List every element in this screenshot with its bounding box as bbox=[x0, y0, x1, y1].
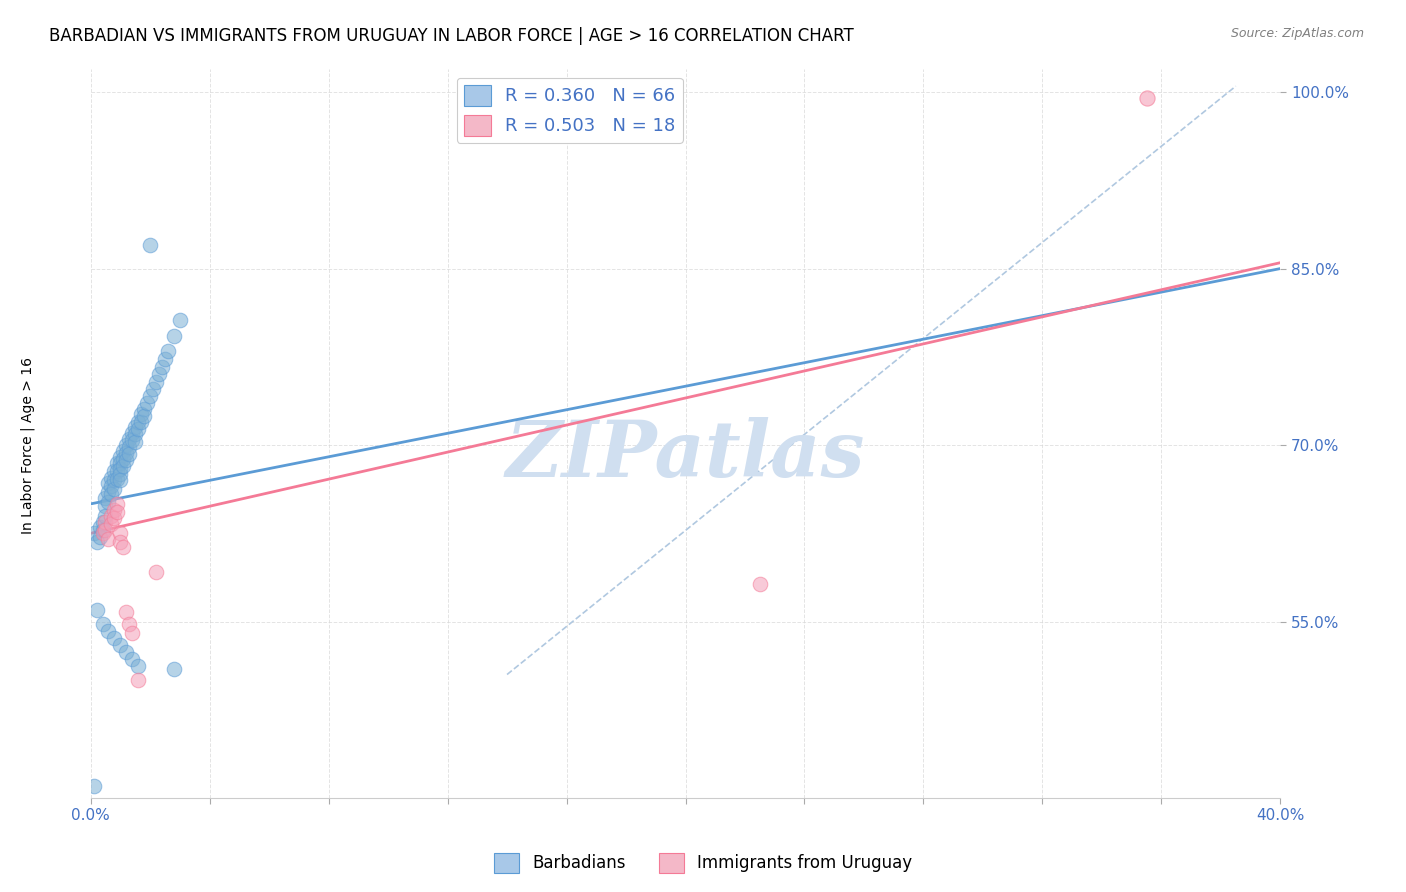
Point bbox=[112, 452, 135, 467]
Point bbox=[163, 662, 186, 676]
Point bbox=[112, 459, 135, 474]
Point bbox=[100, 516, 122, 531]
Point bbox=[105, 464, 128, 478]
Point bbox=[112, 444, 135, 458]
Point bbox=[103, 474, 125, 488]
Point bbox=[115, 438, 138, 452]
Point bbox=[118, 432, 141, 446]
Point bbox=[118, 441, 141, 455]
Point bbox=[110, 638, 132, 652]
Point bbox=[94, 515, 117, 529]
Point bbox=[150, 360, 173, 375]
Point bbox=[115, 453, 138, 467]
Legend: Barbadians, Immigrants from Uruguay: Barbadians, Immigrants from Uruguay bbox=[486, 847, 920, 880]
Point bbox=[124, 420, 146, 434]
Point bbox=[100, 508, 122, 523]
Point bbox=[127, 659, 149, 673]
Point bbox=[103, 464, 125, 478]
Point bbox=[100, 479, 122, 493]
Text: Source: ZipAtlas.com: Source: ZipAtlas.com bbox=[1230, 27, 1364, 40]
Point bbox=[169, 313, 191, 327]
Point bbox=[105, 456, 128, 470]
Point bbox=[115, 446, 138, 460]
Point bbox=[97, 485, 120, 500]
Point bbox=[129, 415, 152, 429]
Point bbox=[83, 779, 105, 793]
Point bbox=[139, 389, 162, 403]
Point bbox=[89, 520, 111, 534]
Point bbox=[145, 565, 167, 579]
Point bbox=[127, 421, 149, 435]
Point bbox=[94, 491, 117, 505]
Point bbox=[94, 500, 117, 514]
Point bbox=[94, 508, 117, 523]
Point bbox=[110, 526, 132, 541]
Text: BARBADIAN VS IMMIGRANTS FROM URUGUAY IN LABOR FORCE | AGE > 16 CORRELATION CHART: BARBADIAN VS IMMIGRANTS FROM URUGUAY IN … bbox=[49, 27, 853, 45]
Point bbox=[110, 467, 132, 482]
Point bbox=[103, 502, 125, 516]
Point bbox=[156, 343, 179, 358]
Point bbox=[97, 532, 120, 546]
Point bbox=[148, 368, 170, 382]
Point bbox=[134, 401, 156, 416]
Point bbox=[134, 409, 156, 423]
Point bbox=[1135, 91, 1157, 105]
Point bbox=[97, 494, 120, 508]
Point bbox=[89, 530, 111, 544]
Point bbox=[118, 447, 141, 461]
Point bbox=[97, 624, 120, 638]
Text: In Labor Force | Age > 16: In Labor Force | Age > 16 bbox=[21, 358, 35, 534]
Point bbox=[91, 523, 114, 537]
Point bbox=[86, 534, 108, 549]
Point bbox=[110, 534, 132, 549]
Point bbox=[103, 631, 125, 645]
Point bbox=[124, 427, 146, 442]
Point bbox=[163, 328, 186, 343]
Point bbox=[121, 426, 143, 441]
Point bbox=[127, 673, 149, 688]
Point bbox=[142, 382, 165, 396]
Point bbox=[91, 526, 114, 541]
Point bbox=[83, 526, 105, 541]
Point bbox=[105, 505, 128, 519]
Point bbox=[97, 475, 120, 490]
Point bbox=[127, 415, 149, 429]
Point bbox=[110, 461, 132, 475]
Point bbox=[110, 456, 132, 470]
Point bbox=[121, 652, 143, 666]
Point bbox=[129, 408, 152, 422]
Point bbox=[105, 497, 128, 511]
Point bbox=[91, 616, 114, 631]
Legend: R = 0.360   N = 66, R = 0.503   N = 18: R = 0.360 N = 66, R = 0.503 N = 18 bbox=[457, 78, 683, 143]
Text: ZIPatlas: ZIPatlas bbox=[506, 417, 865, 493]
Point bbox=[121, 626, 143, 640]
Point bbox=[145, 375, 167, 389]
Point bbox=[139, 238, 162, 252]
Point bbox=[103, 511, 125, 525]
Point bbox=[115, 645, 138, 659]
Point bbox=[100, 471, 122, 485]
Point bbox=[118, 616, 141, 631]
Point bbox=[153, 352, 176, 367]
Point bbox=[110, 474, 132, 488]
Point bbox=[100, 487, 122, 501]
Point bbox=[103, 482, 125, 496]
Point bbox=[94, 523, 117, 537]
Point bbox=[115, 605, 138, 619]
Point bbox=[124, 434, 146, 449]
Point bbox=[105, 472, 128, 486]
Point bbox=[748, 577, 770, 591]
Point bbox=[112, 541, 135, 555]
Point bbox=[91, 515, 114, 529]
Point bbox=[136, 395, 159, 409]
Point bbox=[121, 434, 143, 448]
Point bbox=[110, 450, 132, 464]
Point bbox=[86, 603, 108, 617]
